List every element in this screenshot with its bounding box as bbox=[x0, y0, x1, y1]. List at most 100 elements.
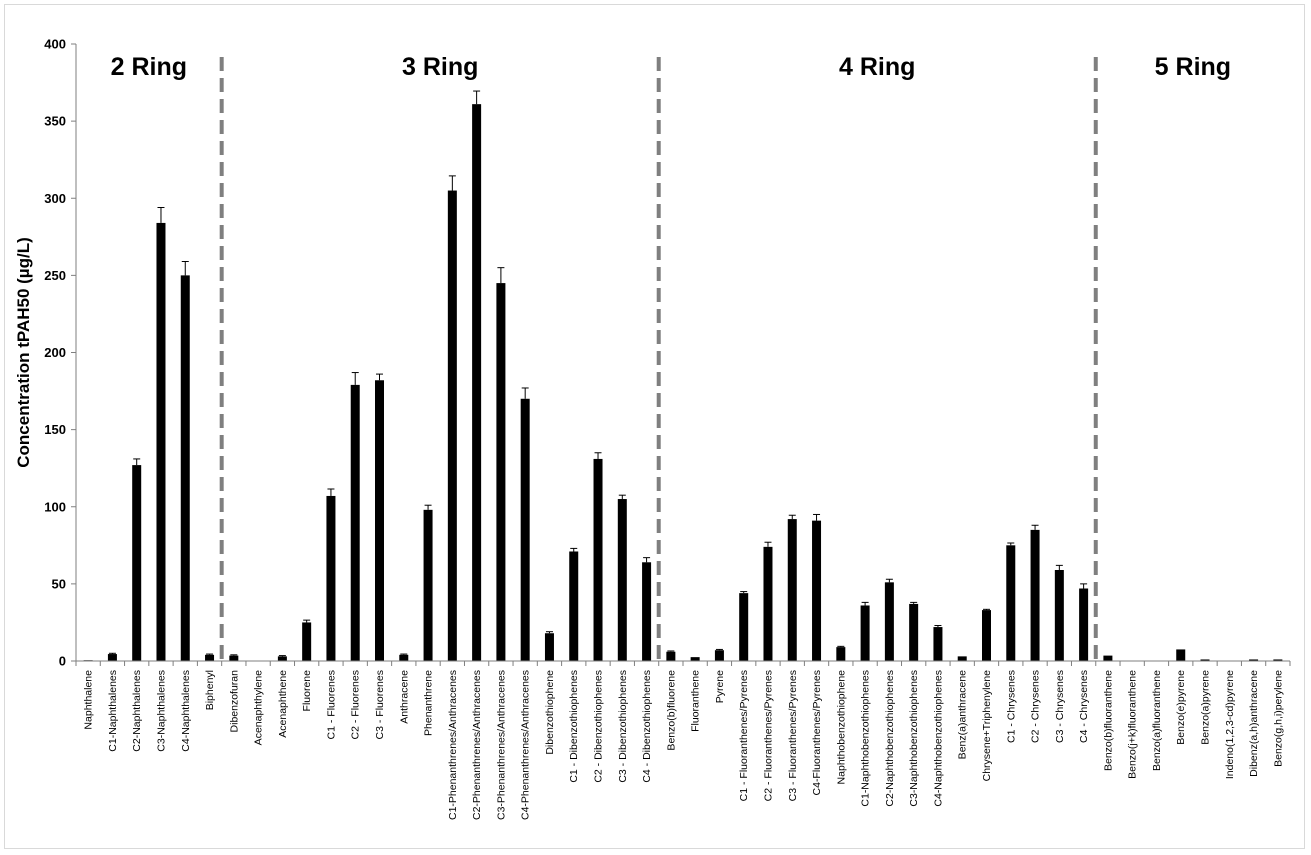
bar bbox=[326, 495, 336, 661]
bar bbox=[787, 519, 797, 661]
category-label: Biphenyl bbox=[204, 670, 216, 710]
category-label: Fluoranthene bbox=[690, 670, 702, 732]
ring-group-label: 3 Ring bbox=[402, 53, 478, 81]
bar bbox=[1054, 569, 1064, 661]
bar bbox=[399, 654, 409, 661]
bar bbox=[1176, 649, 1186, 661]
category-label: Benzo(e)pyrene bbox=[1175, 670, 1187, 745]
bar bbox=[714, 650, 724, 661]
ring-group-labels: 2 Ring 3 Ring 4 Ring 5 Ring bbox=[111, 53, 1231, 81]
category-label: C3 - Chrysenes bbox=[1054, 670, 1066, 743]
category-label: Phenanthrene bbox=[423, 670, 435, 736]
category-label: Benzo(a)pyrene bbox=[1200, 670, 1212, 745]
bar bbox=[617, 499, 627, 661]
category-label: Anthracene bbox=[398, 670, 410, 724]
category-label: Chrysene+Triphenylene bbox=[981, 670, 993, 782]
category-label: Benzo(g,h,i)perylene bbox=[1272, 670, 1284, 767]
category-label: C3 - Fluorenes bbox=[374, 670, 386, 739]
y-tick-label: 100 bbox=[44, 499, 66, 514]
y-tick-label: 300 bbox=[44, 191, 66, 206]
category-label: Indeno(1,2,3-cd)pyrene bbox=[1224, 670, 1236, 779]
category-label: C2-Naphthalenes bbox=[131, 670, 143, 752]
bar bbox=[642, 562, 652, 661]
y-tick-label: 200 bbox=[44, 345, 66, 360]
bar bbox=[884, 582, 894, 661]
bar bbox=[763, 546, 773, 661]
chart-frame bbox=[4, 4, 1305, 849]
category-label: C3 - Fluoranthenes/Pyrenes bbox=[787, 670, 799, 801]
bar bbox=[423, 509, 433, 661]
bar bbox=[569, 551, 579, 661]
bar bbox=[496, 283, 506, 661]
category-label: C2-Phenanthrenes/Anthracenes bbox=[471, 670, 483, 820]
bar bbox=[205, 654, 215, 661]
bar bbox=[544, 633, 554, 661]
category-label: C3 - Dibenzothiophenes bbox=[617, 670, 629, 783]
bar bbox=[690, 657, 700, 661]
error-bars bbox=[108, 90, 1088, 657]
category-label: C1-Phenanthrenes/Anthracenes bbox=[447, 670, 459, 820]
category-label: C1-Naphthobenzothiophenes bbox=[860, 670, 872, 807]
bar bbox=[472, 104, 482, 662]
category-label: Naphthobenzothiophene bbox=[835, 670, 847, 785]
category-label: C2 - Fluoranthenes/Pyrenes bbox=[762, 670, 774, 801]
y-tick-label: 0 bbox=[59, 654, 66, 669]
category-label: C2 - Fluorenes bbox=[350, 670, 362, 739]
bar bbox=[277, 656, 287, 661]
category-label: C3-Phenanthrenes/Anthracenes bbox=[495, 670, 507, 820]
bar bbox=[180, 275, 190, 661]
bar bbox=[229, 655, 239, 661]
bar bbox=[739, 593, 749, 661]
bar bbox=[375, 380, 384, 661]
category-label: Dibenzofuran bbox=[228, 670, 240, 733]
ring-group-label: 4 Ring bbox=[839, 53, 915, 81]
bar bbox=[447, 190, 457, 661]
bar bbox=[1030, 529, 1040, 661]
ring-dividers bbox=[219, 57, 1098, 661]
bar bbox=[666, 651, 676, 661]
bar bbox=[812, 520, 822, 661]
bar bbox=[156, 222, 166, 661]
category-label: Benzo(j+k)fluoranthene bbox=[1127, 670, 1139, 779]
ring-group-label: 2 Ring bbox=[111, 53, 187, 81]
bar bbox=[132, 465, 142, 661]
bar bbox=[1079, 588, 1089, 661]
category-label: Acenaphthylene bbox=[253, 670, 265, 745]
bar bbox=[909, 603, 919, 661]
category-label: C2 - Dibenzothiophenes bbox=[593, 670, 605, 783]
category-label: C4-Fluoranthenes/Pyrenes bbox=[811, 670, 823, 795]
category-label: C4 - Dibenzothiophenes bbox=[641, 670, 653, 783]
bar bbox=[302, 622, 312, 661]
category-label: Benzo(b)fluoranthene bbox=[1102, 670, 1114, 771]
bar bbox=[1249, 659, 1259, 661]
category-labels: Naphthalene C1-Naphthalenes C2-Naphthalene… bbox=[83, 670, 1285, 820]
y-tick-label: 350 bbox=[44, 114, 66, 129]
bar bbox=[1273, 659, 1283, 661]
category-label: C1-Naphthalenes bbox=[107, 670, 119, 752]
y-tick-label: 400 bbox=[44, 37, 66, 52]
category-label: C1 - Fluoranthenes/Pyrenes bbox=[738, 670, 750, 801]
category-label: C4-Phenanthrenes/Anthracenes bbox=[520, 670, 532, 820]
category-label: Dibenz(a,h)anthracene bbox=[1248, 670, 1260, 777]
x-axis bbox=[75, 660, 1291, 666]
bar bbox=[593, 458, 603, 661]
bar bbox=[1006, 545, 1016, 661]
category-label: Pyrene bbox=[714, 670, 726, 703]
bar bbox=[860, 605, 870, 661]
bars bbox=[83, 104, 1283, 662]
bar bbox=[957, 656, 967, 661]
category-label: Benzo(b)fluorene bbox=[665, 670, 677, 751]
category-label: Acenaphthene bbox=[277, 670, 289, 738]
category-label: C3-Naphthobenzothiophenes bbox=[908, 670, 920, 807]
category-label: C4 - Chrysenes bbox=[1078, 670, 1090, 743]
y-tick-labels: 0 50 100 150 200 250 300 350 400 bbox=[44, 37, 66, 669]
category-label: C4-Naphthobenzothiophenes bbox=[932, 670, 944, 807]
bar bbox=[350, 384, 360, 661]
ring-group-label: 5 Ring bbox=[1155, 53, 1231, 81]
category-label: Fluorene bbox=[301, 670, 313, 712]
bar bbox=[933, 627, 943, 661]
y-axis bbox=[71, 43, 77, 662]
category-label: Dibenzothiophene bbox=[544, 670, 556, 755]
y-tick-label: 50 bbox=[52, 576, 66, 591]
